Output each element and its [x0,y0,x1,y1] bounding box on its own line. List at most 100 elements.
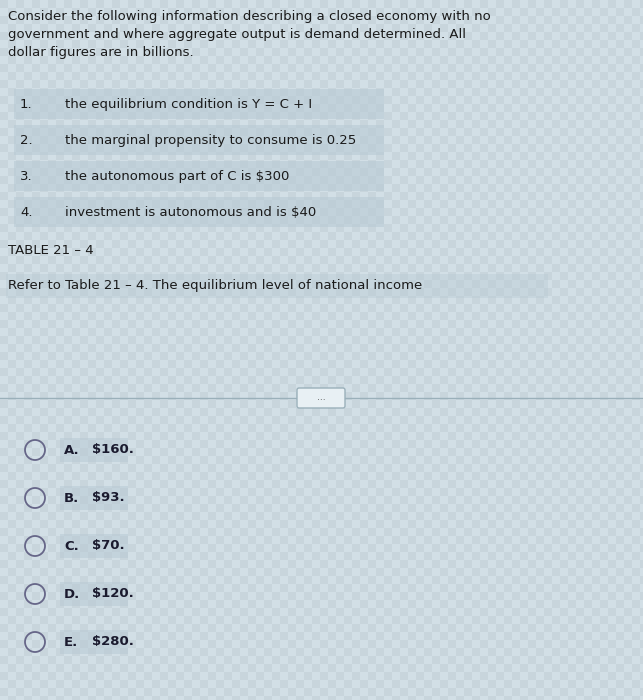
Bar [400,248,408,256]
Bar [120,264,128,272]
Bar [424,288,432,296]
Bar [272,408,280,416]
Bar [520,280,528,288]
Bar [616,488,624,496]
Bar [136,96,144,104]
Bar [224,256,232,264]
Bar [312,48,320,56]
Bar [464,432,472,440]
Bar [40,136,48,144]
Bar [16,336,24,344]
Bar [568,408,576,416]
Bar [192,688,200,696]
Bar [272,568,280,576]
Bar [40,48,48,56]
Bar [272,304,280,312]
Bar [232,488,240,496]
Bar [56,336,64,344]
Bar [480,448,488,456]
Bar [0,512,8,520]
Bar [560,584,568,592]
Bar [304,232,312,240]
Text: dollar figures are in billions.: dollar figures are in billions. [8,46,194,59]
Bar [144,312,152,320]
Bar [400,592,408,600]
Bar [472,576,480,584]
Bar [408,440,416,448]
Bar [288,0,296,8]
Bar [464,296,472,304]
Bar [88,280,96,288]
Bar [504,160,512,168]
Bar [256,672,264,680]
Bar [192,344,200,352]
Bar [48,120,56,128]
Bar [544,240,552,248]
Bar [216,288,224,296]
Bar [232,336,240,344]
Bar [192,416,200,424]
Bar [216,672,224,680]
Bar [48,176,56,184]
Bar [272,560,280,568]
Bar [592,464,600,472]
Bar [568,144,576,152]
Bar [64,272,72,280]
Bar [128,168,136,176]
Bar [432,312,440,320]
Bar [232,344,240,352]
Bar [344,448,352,456]
Bar [208,600,216,608]
Bar [416,136,424,144]
Bar [144,64,152,72]
Bar [496,400,504,408]
Bar [416,536,424,544]
Bar [336,264,344,272]
Bar [568,280,576,288]
Bar [456,456,464,464]
Bar [512,384,520,392]
Bar [136,32,144,40]
Bar [32,272,40,280]
Bar [192,280,200,288]
Bar [96,608,104,616]
Bar [608,400,616,408]
Bar [440,80,448,88]
Bar [32,288,40,296]
Bar [320,424,328,432]
Bar [104,240,112,248]
Bar [136,352,144,360]
Bar [496,464,504,472]
Bar [24,448,32,456]
Bar [184,176,192,184]
Bar [48,152,56,160]
Bar [392,240,400,248]
Bar [616,224,624,232]
Bar [216,152,224,160]
Bar [160,64,168,72]
Bar [336,352,344,360]
Bar [296,96,304,104]
Bar [488,40,496,48]
Bar [144,144,152,152]
Bar [48,368,56,376]
Bar [576,160,584,168]
Bar [32,448,40,456]
Bar [176,128,184,136]
Bar [472,376,480,384]
Bar [256,264,264,272]
Bar [600,208,608,216]
Bar [424,392,432,400]
Bar [624,696,632,700]
Bar [80,512,88,520]
Bar [456,544,464,552]
Bar [32,416,40,424]
Bar [528,592,536,600]
Bar [472,320,480,328]
Bar [584,616,592,624]
Bar [592,120,600,128]
Bar [568,152,576,160]
Bar [600,392,608,400]
Bar [152,296,160,304]
Bar [80,328,88,336]
